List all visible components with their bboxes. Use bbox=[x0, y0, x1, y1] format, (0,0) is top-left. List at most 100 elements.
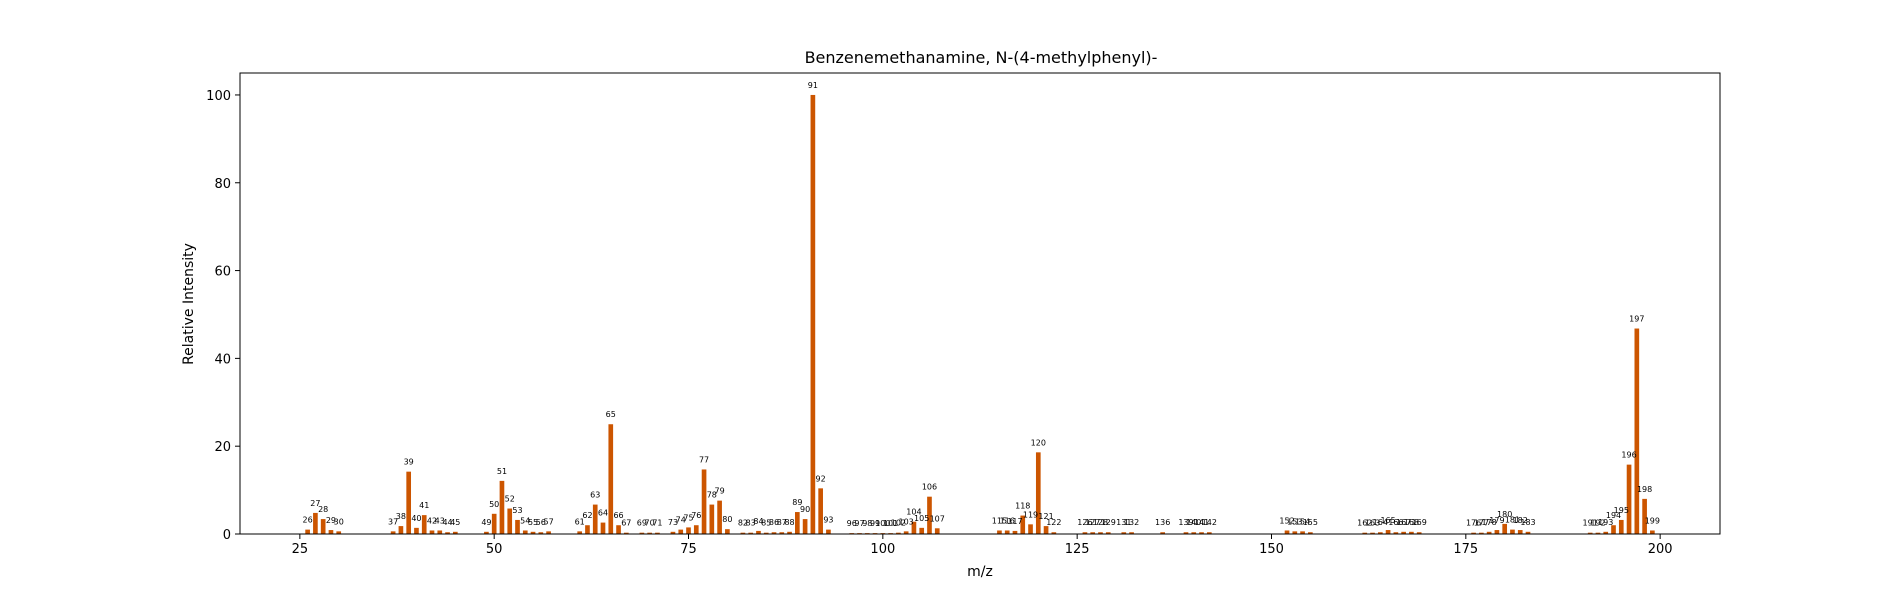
peak-label-29: 29 bbox=[326, 516, 336, 525]
peak-label-37: 37 bbox=[388, 517, 398, 526]
peak-label-168: 168 bbox=[1404, 518, 1419, 527]
bar-mz-90 bbox=[802, 519, 808, 534]
peak-label-141: 141 bbox=[1194, 518, 1209, 527]
peak-label-70: 70 bbox=[645, 519, 655, 528]
bar-mz-176 bbox=[1471, 532, 1476, 534]
bar-mz-178 bbox=[1486, 531, 1492, 534]
peak-label-93: 93 bbox=[823, 516, 833, 525]
peak-label-117: 117 bbox=[1007, 517, 1022, 526]
peak-label-38: 38 bbox=[396, 512, 406, 521]
bar-mz-127 bbox=[1090, 532, 1096, 534]
peak-label-181: 181 bbox=[1505, 516, 1520, 525]
peak-label-82: 82 bbox=[738, 519, 748, 528]
peak-label-39: 39 bbox=[404, 458, 414, 467]
peak-label-86: 86 bbox=[769, 518, 779, 527]
bar-mz-177 bbox=[1479, 532, 1484, 534]
peak-label-77: 77 bbox=[699, 455, 709, 464]
peak-label-98: 98 bbox=[862, 519, 872, 528]
bar-mz-180 bbox=[1502, 523, 1508, 534]
bar-mz-84 bbox=[756, 530, 761, 534]
peak-label-84: 84 bbox=[753, 517, 763, 526]
bar-mz-39 bbox=[406, 471, 412, 534]
x-tick-label: 25 bbox=[292, 542, 309, 557]
peak-label-127: 127 bbox=[1085, 518, 1100, 527]
peak-label-107: 107 bbox=[930, 514, 945, 523]
peak-label-139: 139 bbox=[1178, 518, 1193, 527]
bar-mz-198 bbox=[1642, 498, 1647, 534]
bar-mz-78 bbox=[709, 504, 715, 534]
bar-mz-199 bbox=[1650, 530, 1655, 534]
bar-mz-73 bbox=[670, 531, 676, 534]
bar-mz-71 bbox=[655, 532, 660, 534]
bar-mz-87 bbox=[779, 532, 785, 534]
peak-label-115: 115 bbox=[992, 516, 1007, 525]
bar-mz-63 bbox=[592, 504, 598, 534]
bar-mz-193 bbox=[1603, 531, 1609, 534]
bar-mz-55 bbox=[530, 531, 536, 534]
bar-mz-140 bbox=[1191, 532, 1197, 534]
bar-mz-129 bbox=[1105, 532, 1111, 534]
peak-label-153: 153 bbox=[1287, 517, 1302, 526]
peak-label-195: 195 bbox=[1614, 506, 1629, 515]
peak-label-177: 177 bbox=[1474, 519, 1489, 528]
peak-label-101: 101 bbox=[883, 519, 898, 528]
peak-label-71: 71 bbox=[652, 519, 662, 528]
bar-mz-67 bbox=[623, 532, 629, 534]
peak-label-54: 54 bbox=[520, 516, 530, 525]
peak-label-27: 27 bbox=[310, 499, 320, 508]
y-tick-label: 0 bbox=[223, 528, 231, 543]
peak-label-55: 55 bbox=[528, 518, 538, 527]
bar-mz-40 bbox=[414, 527, 419, 534]
bar-mz-79 bbox=[717, 500, 722, 534]
bar-mz-154 bbox=[1300, 531, 1305, 534]
bar-mz-83 bbox=[748, 532, 754, 534]
peak-label-179: 179 bbox=[1489, 516, 1504, 525]
bar-mz-195 bbox=[1618, 519, 1624, 534]
bar-mz-106 bbox=[927, 496, 932, 534]
bar-mz-41 bbox=[421, 515, 427, 534]
bar-mz-49 bbox=[484, 531, 489, 534]
bar-mz-182 bbox=[1517, 530, 1523, 534]
bar-mz-192 bbox=[1595, 532, 1601, 534]
bar-mz-164 bbox=[1377, 532, 1383, 534]
bar-series bbox=[305, 94, 1655, 534]
x-tick-label: 75 bbox=[680, 542, 697, 557]
peak-label-100: 100 bbox=[875, 519, 890, 528]
peak-label-122: 122 bbox=[1046, 518, 1061, 527]
peak-label-132: 132 bbox=[1124, 518, 1139, 527]
bar-mz-44 bbox=[445, 532, 450, 534]
peak-label-62: 62 bbox=[582, 511, 592, 520]
bar-mz-136 bbox=[1160, 532, 1165, 534]
peak-label-126: 126 bbox=[1077, 518, 1092, 527]
bar-mz-65 bbox=[608, 424, 614, 534]
peak-label-136: 136 bbox=[1155, 518, 1170, 527]
peak-label-140: 140 bbox=[1186, 518, 1201, 527]
bar-mz-51 bbox=[499, 480, 505, 534]
peak-label-57: 57 bbox=[543, 517, 553, 526]
x-axis-label: m/z bbox=[967, 564, 993, 580]
bar-mz-120 bbox=[1035, 452, 1041, 534]
bar-mz-88 bbox=[787, 531, 792, 534]
peak-label-199: 199 bbox=[1645, 516, 1660, 525]
bar-mz-64 bbox=[600, 522, 606, 534]
bar-mz-85 bbox=[763, 532, 769, 534]
bar-mz-82 bbox=[740, 532, 746, 534]
bar-mz-153 bbox=[1292, 531, 1298, 534]
peak-label-87: 87 bbox=[777, 518, 787, 527]
x-tick-label: 150 bbox=[1259, 542, 1284, 557]
bar-mz-117 bbox=[1012, 530, 1018, 534]
peak-label-142: 142 bbox=[1202, 518, 1217, 527]
peak-label-78: 78 bbox=[707, 491, 717, 500]
bar-mz-43 bbox=[437, 530, 443, 534]
peak-label-102: 102 bbox=[891, 519, 906, 528]
peak-label-106: 106 bbox=[922, 483, 937, 492]
chart-title: Benzenemethanamine, N-(4-methylphenyl)- bbox=[805, 48, 1158, 67]
bar-mz-118 bbox=[1020, 515, 1026, 534]
bar-mz-107 bbox=[934, 528, 940, 534]
bar-mz-169 bbox=[1416, 532, 1422, 534]
peak-label-28: 28 bbox=[318, 505, 328, 514]
peak-label-40: 40 bbox=[411, 514, 421, 523]
y-tick-label: 20 bbox=[214, 440, 231, 455]
bar-mz-141 bbox=[1199, 532, 1204, 534]
peak-label-154: 154 bbox=[1295, 517, 1310, 526]
